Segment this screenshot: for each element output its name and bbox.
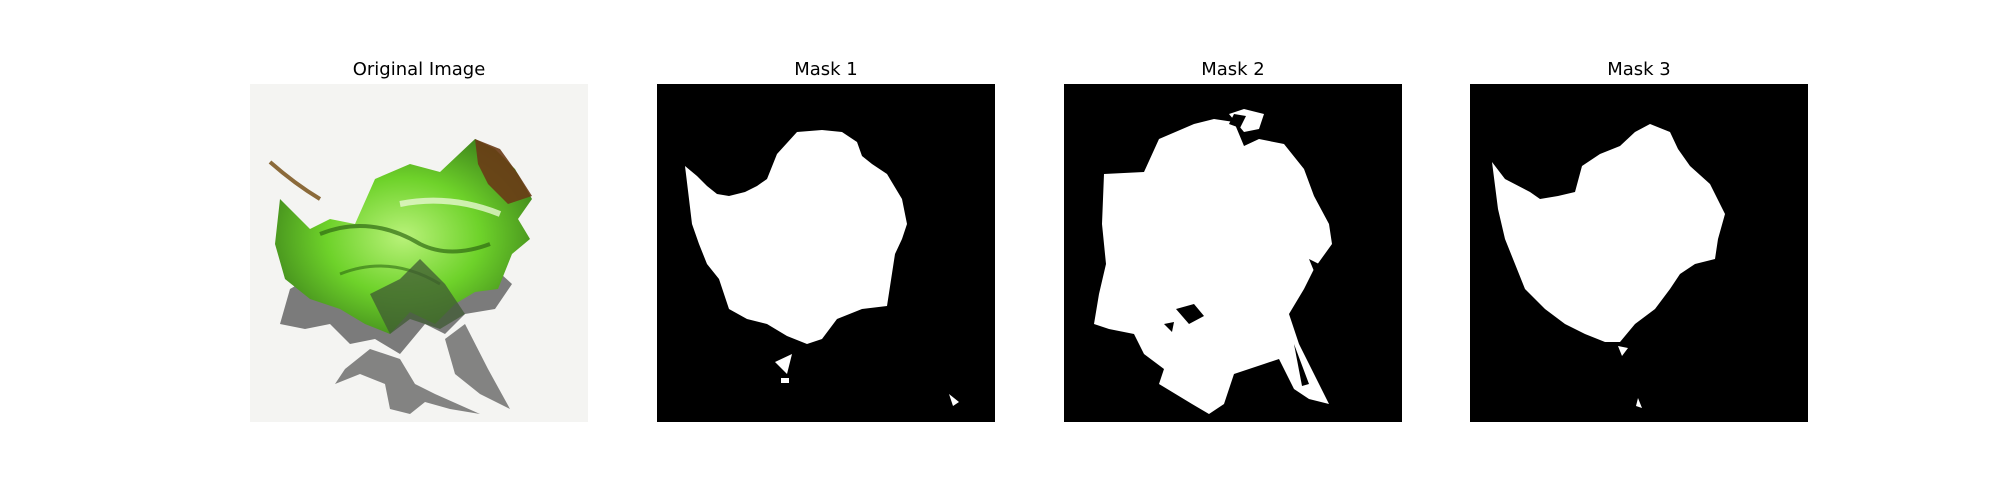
mask-hole	[1164, 322, 1174, 332]
mask-2-title: Mask 2	[1201, 59, 1265, 80]
mask-1-image	[657, 84, 995, 422]
mask-2-graphic	[1064, 84, 1402, 422]
shadow-shape	[335, 349, 480, 414]
mask-3-graphic	[1470, 84, 1808, 422]
mask-region	[775, 354, 792, 374]
mask-region	[1094, 119, 1332, 414]
mask-speck	[781, 378, 789, 383]
mask-hole	[1309, 259, 1319, 276]
mask-region	[1636, 398, 1642, 408]
mask-region	[1492, 124, 1725, 342]
mask-2-image	[1064, 84, 1402, 422]
original-image-title: Original Image	[352, 59, 486, 80]
mask-3-title: Mask 3	[1607, 59, 1671, 80]
shadow-shape	[445, 324, 510, 409]
mask-hole	[1229, 114, 1246, 128]
original-image	[250, 84, 588, 422]
original-image-graphic	[250, 84, 588, 422]
mask-hole	[1294, 344, 1309, 386]
mask-region	[1618, 346, 1628, 356]
leaf-detail	[319, 224, 491, 254]
leaf-detail	[399, 197, 502, 217]
mask-hole	[1176, 304, 1204, 324]
leaf-brown-edge	[475, 139, 532, 204]
mask-region	[949, 394, 959, 406]
mask-region	[685, 130, 907, 344]
mask-1-graphic	[657, 84, 995, 422]
leaf-brown-edge	[268, 160, 322, 201]
mask-1-title: Mask 1	[794, 59, 858, 80]
mask-3-image	[1470, 84, 1808, 422]
dark-overlap	[370, 259, 465, 334]
